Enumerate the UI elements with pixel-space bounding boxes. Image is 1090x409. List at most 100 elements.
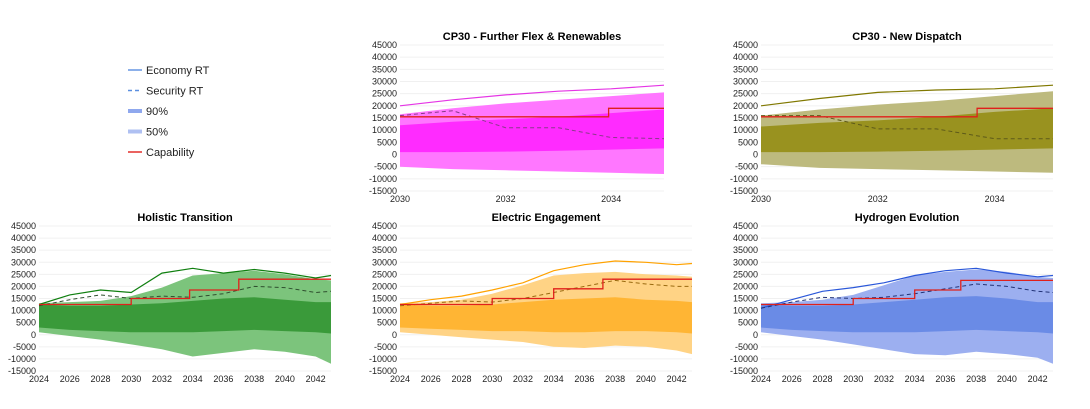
x-tick-label: 2038 [244,374,264,384]
y-tick-label: 0 [753,330,758,340]
y-tick-label: 40000 [372,52,397,62]
y-tick-label: 30000 [11,257,36,267]
y-tick-label: -5000 [735,342,758,352]
y-tick-label: 15000 [372,294,397,304]
y-tick-label: 30000 [733,77,758,87]
x-tick-label: 2036 [935,374,955,384]
capability-line [400,107,664,118]
x-tick-label: 2032 [874,374,894,384]
y-tick-label: 0 [753,150,758,160]
y-tick-label: 20000 [11,281,36,291]
chart-title: Hydrogen Evolution [855,212,960,224]
y-tick-label: -15000 [369,186,397,196]
x-tick-label: 2030 [121,374,141,384]
y-tick-label: -15000 [8,366,36,376]
y-tick-label: -10000 [730,354,758,364]
y-tick-label: 0 [392,330,397,340]
panel-electric: Electric Engagement -15000 -10000 -5000 0 500… [369,212,693,384]
y-tick-label: -10000 [730,174,758,184]
y-tick-label: -5000 [374,342,397,352]
legend-label: 50% [146,127,168,139]
y-tick-label: -10000 [369,174,397,184]
y-tick-label: 45000 [733,40,758,50]
y-tick-label: 5000 [377,137,397,147]
x-tick-label: 2034 [544,374,564,384]
x-tick-label: 2030 [482,374,502,384]
y-tick-label: 5000 [16,318,36,328]
y-tick-label: -10000 [369,354,397,364]
y-tick-label: 30000 [733,257,758,267]
x-tick-label: 2030 [751,194,771,204]
y-tick-label: 25000 [733,269,758,279]
chart-title: CP30 - Further Flex & Renewables [443,31,622,43]
security-rt-line [38,285,332,307]
panel-hydrogen: Hydrogen Evolution -15000 -10000 -5000 0 5000… [730,212,1054,384]
y-tick-label: -5000 [735,162,758,172]
panel-cp30-dispatch: CP30 - New Dispatch -15000 -10000 -5000 0 500… [730,31,1054,204]
chart-panels: CP30 - Further Flex & Renewables -15000 -1… [8,31,1054,384]
y-tick-label: 25000 [11,269,36,279]
y-tick-label: 35000 [733,245,758,255]
chart-title: Holistic Transition [137,212,233,224]
capability-line [761,107,1053,118]
y-tick-label: 25000 [372,269,397,279]
y-tick-label: 35000 [733,64,758,74]
x-tick-label: 2040 [997,374,1017,384]
y-tick-label: -15000 [730,186,758,196]
legend-label: Capability [146,147,195,159]
y-tick-label: 15000 [11,294,36,304]
y-tick-label: 15000 [733,294,758,304]
legend-item-1: Security RT [128,86,204,98]
chart-title: CP30 - New Dispatch [852,31,962,43]
y-tick-label: 15000 [372,113,397,123]
capability-line [39,278,331,306]
y-tick-label: 30000 [372,257,397,267]
y-tick-label: 25000 [372,89,397,99]
y-tick-label: 35000 [11,245,36,255]
y-tick-label: 20000 [733,101,758,111]
legend-label: Security RT [146,86,204,98]
y-tick-label: 10000 [733,125,758,135]
x-tick-label: 2034 [183,374,203,384]
legend-label: 90% [146,106,168,118]
y-tick-label: 10000 [372,306,397,316]
x-tick-label: 2034 [985,194,1005,204]
y-tick-label: 45000 [733,221,758,231]
x-tick-label: 2032 [513,374,533,384]
panel-holistic: Holistic Transition -15000 -10000 -5000 0 500… [8,212,332,384]
x-tick-label: 2024 [29,374,49,384]
x-tick-label: 2024 [390,374,410,384]
legend-label: Economy RT [146,65,210,77]
legend-item-3: 50% [128,127,168,139]
x-tick-label: 2026 [60,374,80,384]
y-tick-label: 40000 [372,233,397,243]
economy-rt-line [760,84,1054,107]
y-tick-label: 5000 [738,137,758,147]
y-tick-label: 0 [31,330,36,340]
x-tick-label: 2030 [843,374,863,384]
y-tick-label: 45000 [372,40,397,50]
capability-line [400,278,692,306]
band-50 [400,109,664,153]
security-rt-line [399,110,665,140]
economy-rt-line [399,84,665,107]
y-tick-label: 25000 [733,89,758,99]
legend-item-4: Capability [128,147,195,159]
y-tick-label: 35000 [372,245,397,255]
x-tick-label: 2028 [90,374,110,384]
x-tick-label: 2042 [306,374,326,384]
band-50 [761,296,1053,334]
x-tick-label: 2038 [605,374,625,384]
capability-line [761,279,1053,306]
x-tick-label: 2040 [636,374,656,384]
y-tick-label: 30000 [372,77,397,87]
y-tick-label: 40000 [733,52,758,62]
y-tick-label: 5000 [377,318,397,328]
x-tick-label: 2026 [421,374,441,384]
x-tick-label: 2040 [275,374,295,384]
y-tick-label: 0 [392,150,397,160]
y-tick-label: 20000 [372,101,397,111]
y-tick-label: 35000 [372,64,397,74]
y-tick-label: -5000 [374,162,397,172]
